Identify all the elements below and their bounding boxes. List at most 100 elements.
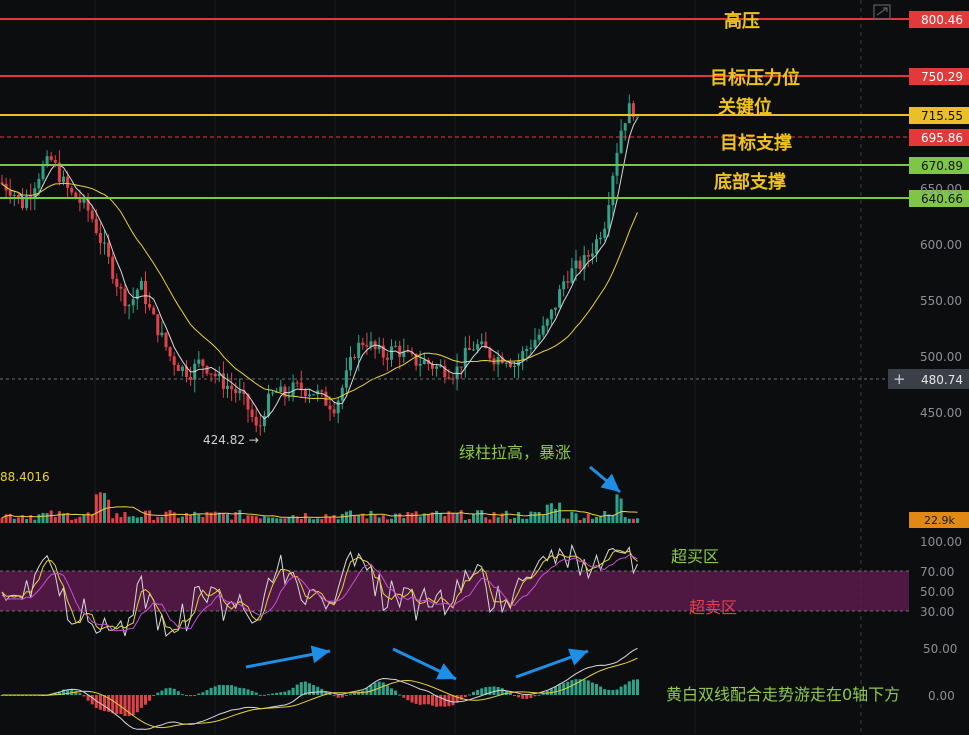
macd-bar: [443, 695, 447, 707]
level-value-4: 670.89: [921, 159, 963, 173]
volume-bar: [562, 518, 566, 523]
macd-bar: [82, 695, 86, 697]
macd-bar: [390, 688, 393, 695]
volume-bar: [504, 510, 508, 523]
level-tag-4: [909, 157, 969, 174]
macd-bar: [582, 679, 586, 695]
macd-bar: [160, 690, 164, 695]
overbought-label: 超买区: [671, 547, 719, 566]
macd-bar: [631, 679, 635, 695]
macd-bar: [549, 688, 553, 695]
macd-bar: [123, 695, 127, 717]
macd-bar: [340, 695, 344, 698]
volume-bar: [365, 518, 369, 523]
macd-bar: [328, 693, 332, 695]
macd-bar: [615, 689, 619, 695]
volume-bar: [316, 518, 320, 523]
candle-body: [513, 365, 516, 367]
osc-tick: 50.00: [920, 585, 954, 599]
candle-body: [418, 364, 422, 366]
candle-body: [537, 334, 541, 340]
volume-bar: [246, 515, 250, 523]
candle-body: [390, 346, 393, 360]
volume-bar: [37, 514, 41, 523]
macd-bar: [611, 690, 615, 695]
macd-bar: [291, 687, 295, 695]
volume-bar: [623, 517, 627, 523]
macd-bar: [209, 687, 213, 695]
volume-bar: [271, 517, 275, 523]
volume-bar: [217, 512, 221, 523]
vertical-grid: [94, 0, 696, 735]
volume-bar: [455, 512, 459, 523]
macd-tick: 50.00: [923, 642, 957, 656]
candle-body: [308, 394, 311, 397]
level-value-1: 750.29: [921, 70, 963, 84]
volume-bar: [582, 517, 586, 523]
macd-bar: [599, 686, 603, 695]
crosshair-price-label: 480.74: [921, 373, 963, 387]
volume-bar: [164, 511, 168, 523]
volume-bar: [426, 514, 430, 523]
volume-bar: [25, 519, 29, 523]
candle-body: [21, 197, 24, 209]
candle-body: [414, 353, 418, 366]
volume-bar: [627, 518, 631, 523]
macd-bar: [381, 682, 385, 695]
volume-bar: [611, 514, 615, 523]
macd-bar: [250, 690, 254, 695]
candle-body: [246, 394, 250, 410]
volume-bar: [57, 511, 61, 523]
candle-body: [619, 130, 623, 153]
candle-body: [115, 278, 119, 287]
macd-bar: [62, 689, 65, 695]
macd-bar: [463, 695, 467, 698]
volume-bar: [513, 517, 516, 523]
volume-bar: [328, 516, 332, 523]
macd-bar: [246, 689, 250, 695]
macd-bar: [344, 695, 348, 696]
volume-bar: [156, 516, 160, 523]
candle-body: [316, 390, 320, 395]
macd-tick: 0.00: [928, 689, 955, 703]
volume-bar: [258, 518, 262, 523]
candle-body: [578, 260, 582, 269]
volume-bar: [390, 518, 393, 523]
volume-bar: [152, 519, 156, 523]
volume-bar: [418, 516, 422, 523]
candle-body: [435, 366, 439, 369]
macd-bar: [205, 690, 209, 695]
price-tick: 450.00: [920, 406, 962, 420]
volume-bar: [517, 512, 521, 523]
level-tag-2: [909, 107, 969, 124]
fullscreen-icon[interactable]: [873, 4, 891, 20]
volume-bar: [41, 512, 45, 523]
macd-bar: [578, 679, 582, 695]
candle-body: [631, 103, 635, 117]
volume-bar: [443, 516, 447, 523]
candle-body: [94, 219, 98, 233]
macd-bar: [193, 695, 197, 696]
volume-bar: [599, 515, 603, 523]
macd-bar: [336, 695, 340, 698]
crosshair-plus-icon: +: [893, 370, 906, 388]
volume-bar: [431, 512, 434, 523]
macd-bar: [570, 680, 574, 695]
candle-body: [180, 366, 184, 371]
volume-bar: [201, 517, 205, 523]
volume-bar: [94, 494, 98, 523]
volume-bar: [283, 518, 287, 523]
macd-bar: [513, 695, 516, 696]
macd-bar: [139, 695, 143, 708]
volume-bar: [4, 514, 8, 523]
volume-bar: [554, 509, 557, 523]
volume-bar: [492, 512, 496, 523]
candle-body: [504, 362, 508, 364]
candle-body: [168, 347, 172, 357]
macd-bar: [537, 694, 541, 696]
candle-body: [369, 341, 373, 347]
macd-bar: [406, 695, 410, 701]
candle-body: [566, 281, 570, 283]
candle-body: [185, 366, 188, 377]
macd-bar: [185, 695, 188, 696]
